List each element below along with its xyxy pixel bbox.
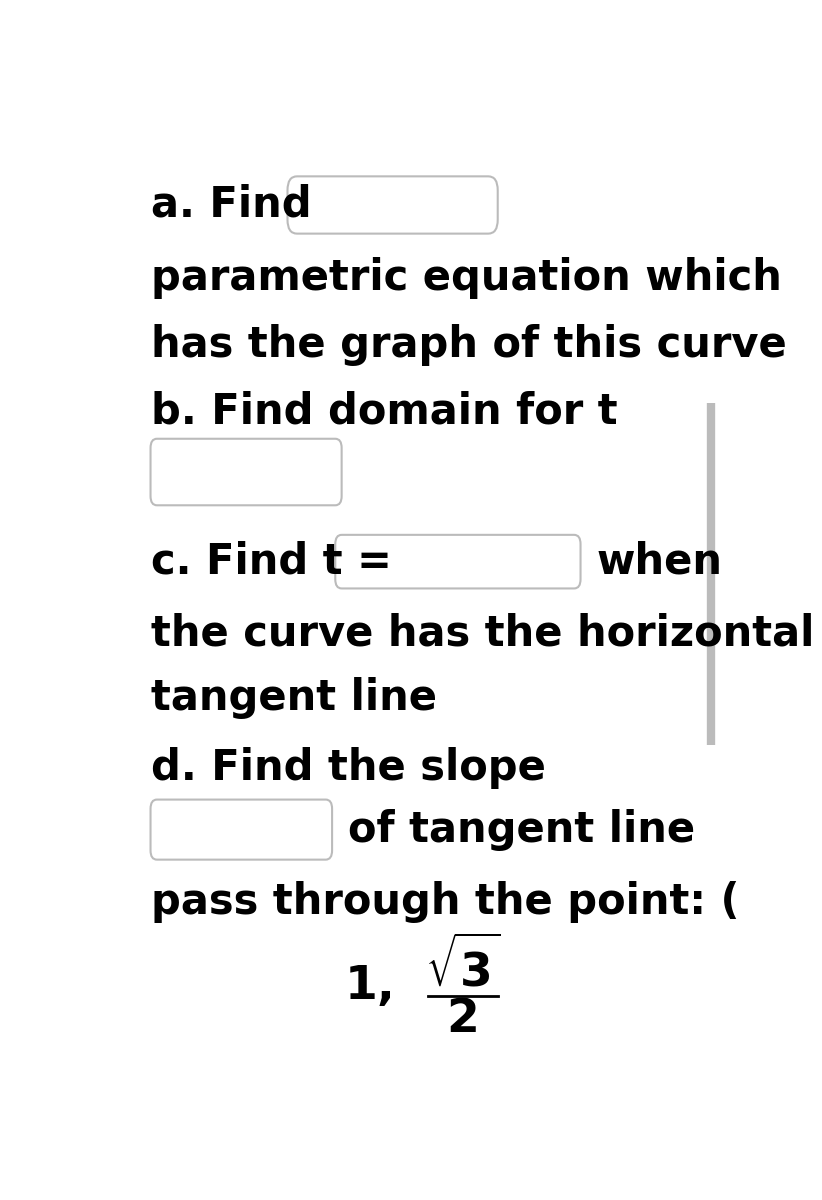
Text: a. Find: a. Find [150,184,312,226]
Text: tangent line: tangent line [150,677,436,719]
Text: b. Find domain for t: b. Find domain for t [150,391,617,433]
Text: d. Find the slope: d. Find the slope [150,746,546,788]
FancyBboxPatch shape [335,535,580,588]
FancyBboxPatch shape [150,799,332,859]
Text: 1,: 1, [345,964,395,1009]
Text: $\mathbf{\sqrt{3}}$: $\mathbf{\sqrt{3}}$ [425,938,501,997]
FancyBboxPatch shape [288,176,497,234]
Text: pass through the point: (: pass through the point: ( [150,881,739,923]
Text: has the graph of this curve: has the graph of this curve [150,324,787,366]
Text: c. Find t =: c. Find t = [150,541,391,583]
Text: when: when [597,541,723,583]
Text: of tangent line: of tangent line [348,809,695,851]
Text: 2: 2 [446,997,479,1043]
Text: parametric equation which: parametric equation which [150,257,782,299]
Text: the curve has the horizontal: the curve has the horizontal [150,613,814,655]
FancyBboxPatch shape [150,439,342,505]
